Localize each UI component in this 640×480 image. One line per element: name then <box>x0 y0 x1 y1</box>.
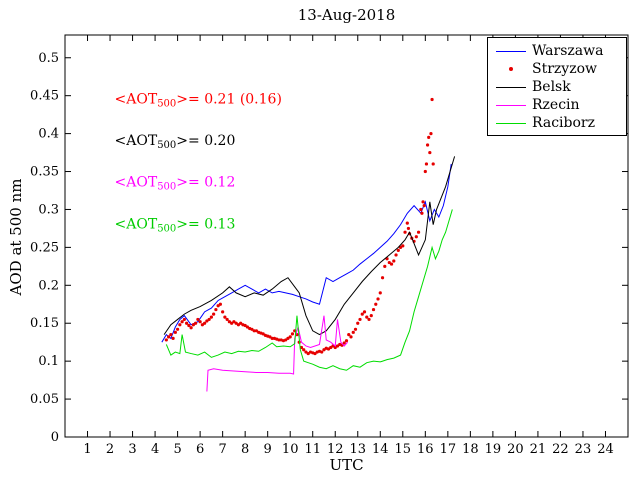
series-rzecin <box>206 315 348 392</box>
y-tick-label: 0.25 <box>30 240 59 255</box>
legend-item-warszawa: Warszawa <box>488 42 626 60</box>
y-tick-label: 0.2 <box>38 278 59 293</box>
y-tick-label: 0 <box>51 430 59 445</box>
annotation-aot-belsk: <AOT500>= 0.20 <box>115 133 236 151</box>
x-tick-label: 22 <box>552 442 569 457</box>
legend-box: Warszawa Strzyzow Belsk Rzecin Raciborz <box>487 37 627 136</box>
chart-title: 13-Aug-2018 <box>297 6 396 24</box>
series-strzyzow <box>164 97 435 356</box>
x-tick-label: 7 <box>218 442 226 457</box>
annotation-aot-raciborz: <AOT500>= 0.13 <box>115 216 236 234</box>
x-tick-label: 8 <box>241 442 249 457</box>
annotation-aot-warszawa-strzyzow: <AOT500>= 0.21 (0.16) <box>115 91 282 109</box>
y-tick-label: 0.3 <box>38 202 59 217</box>
legend-line-marker <box>494 104 528 106</box>
legend-label: Rzecin <box>532 97 580 113</box>
legend-line-marker <box>494 86 528 88</box>
x-tick-label: 10 <box>282 442 299 457</box>
x-tick-label: 18 <box>462 442 479 457</box>
y-tick-label: 0.05 <box>30 392 59 407</box>
x-tick-label: 24 <box>597 442 614 457</box>
x-tick-label: 14 <box>372 442 389 457</box>
legend-item-belsk: Belsk <box>488 78 626 96</box>
y-tick-label: 0.15 <box>30 316 59 331</box>
series-warszawa <box>161 163 452 343</box>
legend-item-rzecin: Rzecin <box>488 96 626 114</box>
y-tick-label: 0.45 <box>30 89 59 104</box>
y-axis-ticks: 0 0.05 0.1 0.15 0.2 0.25 0.3 0.35 0.4 0.45 0.5 <box>30 51 628 445</box>
legend-label: Belsk <box>532 79 571 95</box>
series-raciborz <box>165 209 453 371</box>
legend-item-raciborz: Raciborz <box>488 114 626 132</box>
x-tick-label: 17 <box>440 442 457 457</box>
x-tick-label: 3 <box>128 442 136 457</box>
x-tick-label: 23 <box>575 442 592 457</box>
x-tick-label: 11 <box>304 442 321 457</box>
x-tick-label: 15 <box>395 442 412 457</box>
x-tick-label: 6 <box>196 442 204 457</box>
legend-label: Raciborz <box>532 115 595 131</box>
x-tick-label: 9 <box>264 442 272 457</box>
series-belsk <box>163 156 456 336</box>
x-tick-label: 4 <box>151 442 159 457</box>
legend-dot-marker <box>494 67 528 71</box>
legend-label: Strzyzow <box>532 61 597 77</box>
x-tick-label: 21 <box>530 442 547 457</box>
x-tick-label: 16 <box>417 442 434 457</box>
x-axis-ticks: 1 2 3 4 5 6 7 8 9 10 11 12 13 14 15 16 17 18 19 20 21 22 23 24 <box>83 35 614 457</box>
y-tick-label: 0.4 <box>38 127 59 142</box>
x-tick-label: 2 <box>106 442 114 457</box>
legend-label: Warszawa <box>532 43 604 59</box>
y-tick-label: 0.35 <box>30 165 59 180</box>
x-tick-label: 13 <box>349 442 366 457</box>
annotation-aot-rzecin: <AOT500>= 0.12 <box>115 175 236 193</box>
x-tick-label: 19 <box>485 442 502 457</box>
axes-box <box>64 34 629 438</box>
y-tick-label: 0.5 <box>38 51 59 66</box>
x-tick-label: 12 <box>327 442 344 457</box>
x-tick-label: 1 <box>83 442 91 457</box>
x-tick-label: 5 <box>173 442 181 457</box>
legend-line-marker <box>494 50 528 52</box>
x-tick-label: 20 <box>507 442 524 457</box>
x-axis-label: UTC <box>329 456 364 474</box>
legend-item-strzyzow: Strzyzow <box>488 60 626 78</box>
y-tick-label: 0.1 <box>38 354 59 369</box>
legend-line-marker <box>494 122 528 124</box>
